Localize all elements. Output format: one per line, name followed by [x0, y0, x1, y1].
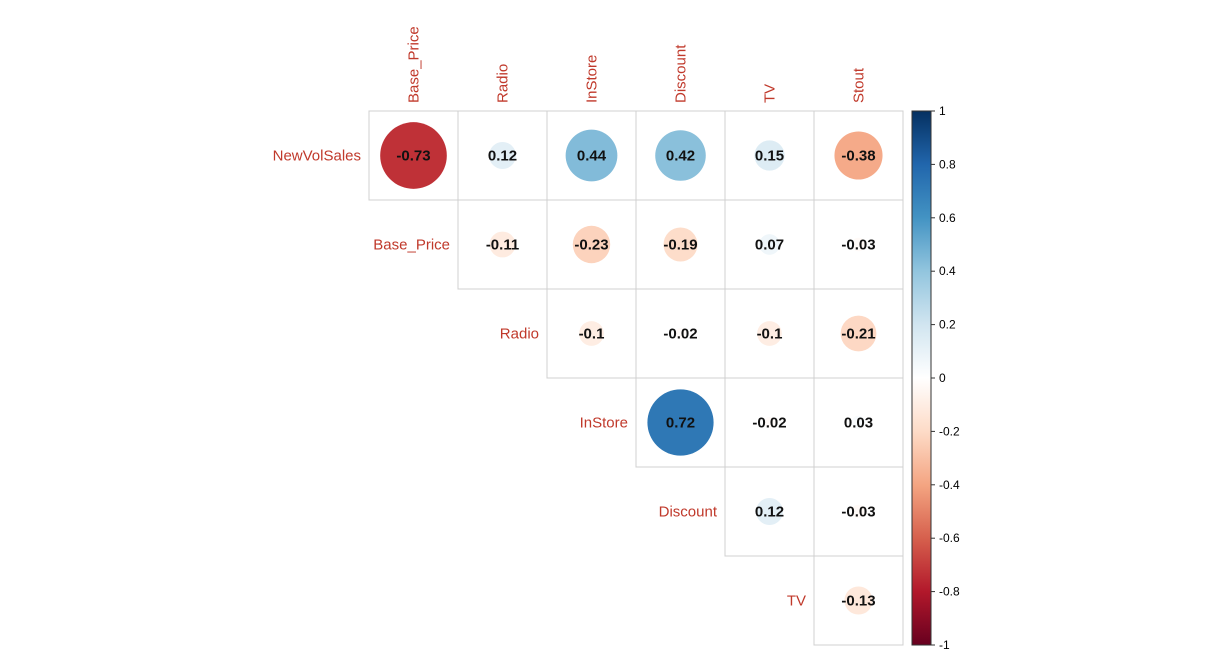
correlation-circle	[763, 416, 776, 429]
circle-layer	[380, 122, 883, 615]
colorbar-tick-label: -0.6	[939, 531, 960, 545]
correlation-circle	[674, 327, 687, 340]
column-label: Base_Price	[406, 26, 423, 103]
correlation-value-label: -0.11	[486, 237, 519, 254]
correlation-value-label: 0.15	[755, 148, 784, 165]
colorbar: 1 0.8 0.6 0.4 0.2 0 -0.2 -0.4 -0.6 -0.8 -1	[911, 104, 960, 652]
correlation-circle	[754, 140, 785, 171]
correlation-circle	[663, 227, 698, 262]
correlation-circle	[851, 504, 866, 519]
colorbar-tick-label: 0.6	[939, 211, 956, 225]
column-label: Discount	[673, 44, 690, 103]
correlation-value-label: 0.07	[755, 237, 784, 254]
row-label: Radio	[500, 326, 539, 343]
correlation-value-label: 0.42	[666, 148, 695, 165]
correlation-circle	[380, 122, 447, 189]
correlation-circle	[488, 141, 517, 170]
correlation-circle	[647, 389, 714, 456]
correlation-value-label: -0.23	[574, 237, 608, 254]
colorbar-tick-label: 0.2	[939, 318, 956, 332]
correlation-value-label: -0.21	[841, 326, 875, 343]
correlation-circle	[579, 321, 604, 346]
column-label: TV	[762, 84, 779, 103]
correlation-value-label: 0.03	[844, 415, 873, 432]
column-label: Radio	[495, 64, 512, 103]
row-label: TV	[787, 593, 806, 610]
correlation-circle	[759, 234, 780, 255]
correlation-circle	[565, 129, 618, 182]
correlation-value-label: -0.02	[663, 326, 697, 343]
colorbar-tick-label: 0.8	[939, 157, 956, 171]
colorbar-tick-label: -0.2	[939, 424, 960, 438]
correlation-circle	[851, 415, 866, 430]
colorbar-tick-label: 1	[939, 104, 946, 118]
correlation-value-label: -0.1	[579, 326, 605, 343]
correlation-circle	[755, 497, 784, 526]
colorbar-tick-label: 0	[939, 371, 946, 385]
colorbar-tick-label: -1	[939, 638, 950, 652]
correlation-circle	[489, 231, 516, 258]
correlation-value-label: -0.38	[841, 148, 875, 165]
colorbar-tick-label: -0.4	[939, 478, 960, 492]
correlation-circle	[840, 315, 877, 352]
correlation-value-label: 0.12	[488, 148, 517, 165]
correlation-value-label: -0.03	[841, 504, 875, 521]
correlation-circle	[834, 131, 883, 180]
row-label: InStore	[580, 415, 628, 432]
correlation-value-label: -0.19	[663, 237, 697, 254]
correlation-circle	[572, 225, 611, 264]
correlation-circle	[655, 130, 706, 181]
colorbar-tick-label: 0.4	[939, 264, 956, 278]
correlation-circle	[757, 321, 782, 346]
value-layer: -0.73 0.12 0.44 0.42 0.15 -0.38 -0.11 -0.23 -0.1…	[396, 148, 875, 610]
correlation-value-label: -0.1	[757, 326, 783, 343]
correlation-value-label: 0.72	[666, 415, 695, 432]
colorbar-tick-label: -0.8	[939, 585, 960, 599]
correlation-circle	[844, 586, 873, 615]
column-label: InStore	[584, 55, 601, 103]
correlation-value-label: -0.73	[396, 148, 430, 165]
label-layer: NewVolSales Base_Price Radio InStore Discoun…	[273, 26, 868, 609]
colorbar-gradient	[911, 110, 932, 646]
correlation-value-label: -0.13	[841, 593, 875, 610]
correlation-value-label: 0.44	[577, 148, 607, 165]
correlation-circle	[851, 237, 866, 252]
row-label: Base_Price	[373, 237, 450, 254]
grid-cell	[813, 555, 904, 646]
correlation-value-label: -0.02	[752, 415, 786, 432]
grid-layer	[368, 110, 904, 646]
row-label: NewVolSales	[273, 148, 361, 165]
colorbar-ticks: 1 0.8 0.6 0.4 0.2 0 -0.2 -0.4 -0.6 -0.8 -1	[931, 104, 960, 652]
correlation-value-label: -0.03	[841, 237, 875, 254]
correlation-value-label: 0.12	[755, 504, 784, 521]
row-label: Discount	[659, 504, 718, 521]
column-label: Stout	[851, 67, 868, 103]
